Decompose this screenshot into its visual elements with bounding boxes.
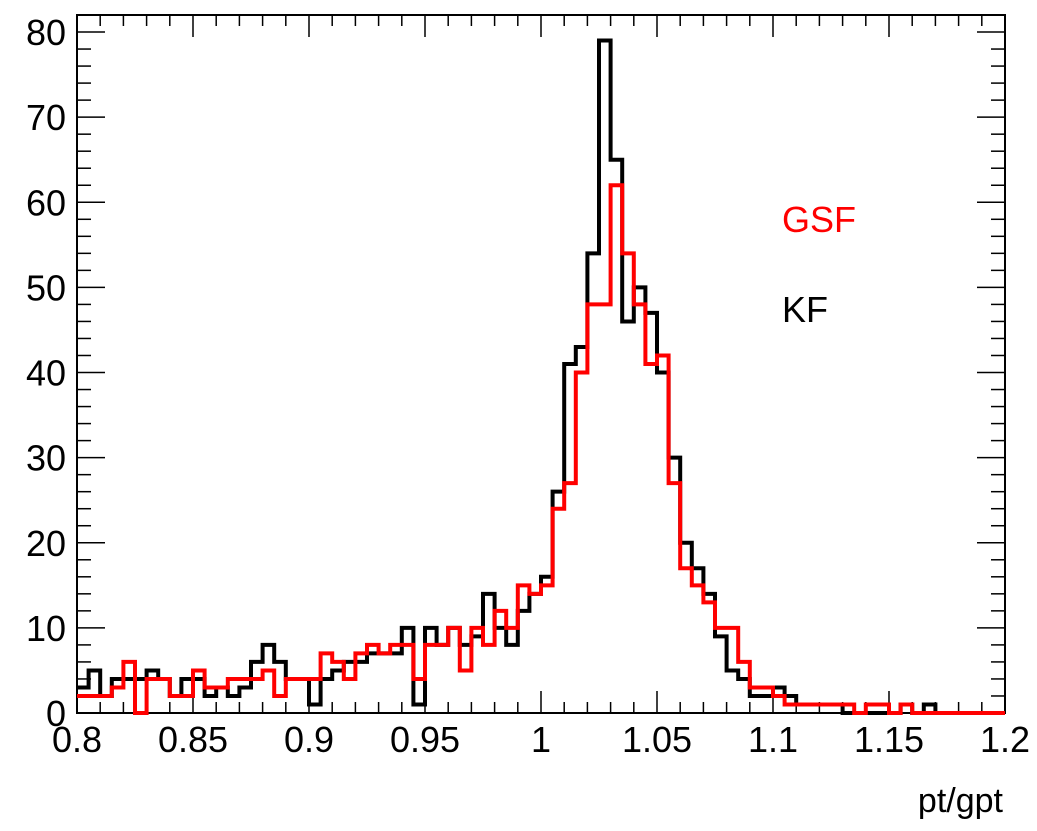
legend-gsf: GSF	[782, 199, 856, 240]
y-tick-label: 70	[26, 97, 66, 138]
x-tick-label: 1.05	[622, 719, 692, 760]
y-tick-labels: 0 10 20 30 40 50 60 70 80	[26, 12, 66, 734]
y-tick-label: 0	[46, 693, 66, 734]
series-layer	[77, 38, 1005, 715]
y-tick-label: 30	[26, 438, 66, 479]
y-tick-label: 60	[26, 182, 66, 223]
x-tick-labels: 0.8 0.85 0.9 0.95 1 1.05 1.1 1.15 1.2	[52, 719, 1030, 760]
axis-ticks	[76, 14, 1006, 714]
x-tick-label: 1.15	[854, 719, 924, 760]
series-line-kf	[77, 38, 1005, 715]
x-tick-label: 1.1	[748, 719, 798, 760]
y-tick-label: 40	[26, 353, 66, 394]
legend-kf: KF	[782, 289, 828, 330]
x-tick-label: 1	[531, 719, 551, 760]
x-tick-label: 1.2	[980, 719, 1030, 760]
y-tick-label: 10	[26, 608, 66, 649]
x-tick-label: 0.95	[390, 719, 460, 760]
x-axis-title: pt/gpt	[918, 782, 1004, 820]
x-tick-label: 0.85	[158, 719, 228, 760]
x-tick-label: 0.9	[284, 719, 334, 760]
y-tick-label: 20	[26, 523, 66, 564]
x-tick-label: 0.8	[52, 719, 102, 760]
plot-frame	[76, 14, 1006, 714]
y-tick-label: 50	[26, 267, 66, 308]
series-line-gsf	[77, 183, 1005, 715]
y-tick-label: 80	[26, 12, 66, 53]
